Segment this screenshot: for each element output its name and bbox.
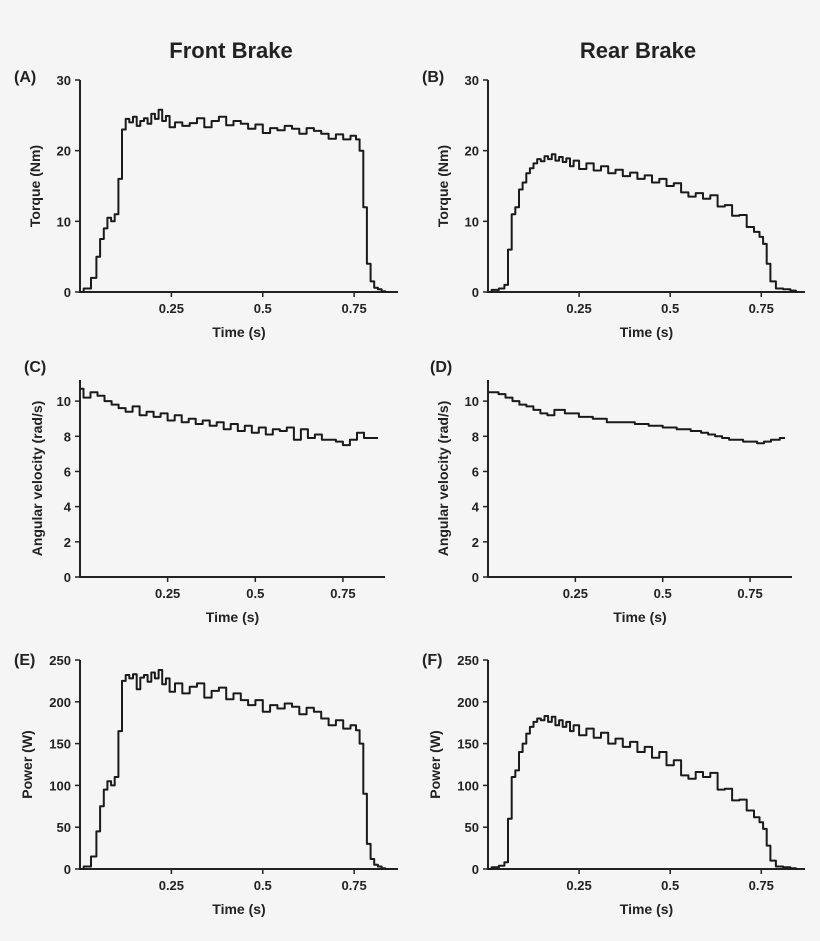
y-tick-label: 2 — [472, 535, 479, 550]
x-tick-label: 0.5 — [654, 586, 672, 601]
x-tick-label: 0.75 — [330, 586, 355, 601]
y-tick-label: 0 — [472, 570, 479, 585]
y-tick-label: 10 — [57, 214, 71, 229]
y-tick-label: 250 — [49, 653, 71, 668]
y-tick-label: 6 — [472, 464, 479, 479]
chart-panel-c: (C) 0 2 4 6 8 10 0.25 0.5 0.75 Time (s) Angular vel… — [24, 359, 385, 625]
x-tick-label: 0.25 — [155, 586, 180, 601]
chart-panel-b: (B) 0 10 20 30 0.25 0.5 0.75 Time (s) Torque (Nm) — [422, 69, 805, 340]
chart-panel-a: (A) 0 10 20 30 0.25 0.5 0.75 Time (s) Torque (Nm) — [14, 69, 398, 340]
y-axis-title: Angular velocity (rad/s) — [435, 401, 451, 557]
y-tick-label: 0 — [472, 285, 479, 300]
x-axis-title: Time (s) — [212, 901, 265, 917]
panel-label: (C) — [24, 359, 46, 376]
series-line — [80, 387, 378, 447]
y-tick-label: 0 — [472, 862, 479, 877]
panel-label: (F) — [422, 652, 442, 669]
y-tick-label: 0 — [64, 570, 71, 585]
x-tick-label: 0.75 — [341, 301, 366, 316]
y-tick-label: 200 — [49, 695, 71, 710]
y-tick-label: 50 — [465, 820, 479, 835]
panel-label: (D) — [430, 359, 452, 376]
y-tick-label: 100 — [457, 778, 479, 793]
x-tick-label: 0.25 — [566, 878, 591, 893]
x-axis-title: Time (s) — [206, 609, 259, 625]
y-tick-label: 0 — [64, 862, 71, 877]
panel-label: (B) — [422, 69, 444, 86]
y-tick-label: 20 — [465, 144, 479, 159]
y-tick-label: 4 — [472, 500, 480, 515]
x-tick-label: 0.25 — [159, 301, 184, 316]
column-title-rear-brake: Rear Brake — [579, 38, 697, 63]
x-tick-label: 0.75 — [737, 586, 762, 601]
y-tick-label: 50 — [57, 820, 71, 835]
y-tick-label: 10 — [465, 394, 479, 409]
chart-panel-e: (E) 0 50 100 150 200 250 0.25 0.5 0.75 Time (s) Pow… — [14, 652, 398, 917]
x-tick-label: 0.5 — [661, 878, 679, 893]
y-tick-label: 10 — [465, 214, 479, 229]
y-tick-label: 10 — [57, 394, 71, 409]
y-tick-label: 8 — [64, 429, 71, 444]
y-tick-label: 30 — [57, 73, 71, 88]
y-tick-label: 30 — [465, 73, 479, 88]
x-tick-label: 0.25 — [563, 586, 588, 601]
y-tick-label: 0 — [64, 285, 71, 300]
x-tick-label: 0.25 — [566, 301, 591, 316]
column-title-front-brake: Front Brake — [169, 38, 293, 63]
y-tick-label: 2 — [64, 535, 71, 550]
x-tick-label: 0.5 — [254, 878, 272, 893]
y-axis-title: Power (W) — [427, 730, 443, 798]
panel-label: (A) — [14, 69, 36, 86]
y-tick-label: 4 — [64, 500, 72, 515]
chart-panel-f: (F) 0 50 100 150 200 250 0.25 0.5 0.75 Time (s) Pow… — [422, 652, 805, 917]
y-tick-label: 200 — [457, 695, 479, 710]
y-axis-title: Torque (Nm) — [27, 145, 43, 227]
y-tick-label: 250 — [457, 653, 479, 668]
panel-label: (E) — [14, 652, 35, 669]
x-tick-label: 0.5 — [661, 301, 679, 316]
chart-panel-d: (D) 0 2 4 6 8 10 0.25 0.5 0.75 Time (s) Angular vel… — [430, 359, 792, 625]
y-tick-label: 8 — [472, 429, 479, 444]
x-tick-label: 0.75 — [341, 878, 366, 893]
y-tick-label: 150 — [457, 737, 479, 752]
y-tick-label: 6 — [64, 464, 71, 479]
x-tick-label: 0.75 — [749, 301, 774, 316]
series-line — [488, 391, 785, 445]
x-tick-label: 0.75 — [749, 878, 774, 893]
x-axis-title: Time (s) — [620, 324, 673, 340]
series-line — [80, 669, 391, 870]
y-axis-title: Power (W) — [19, 730, 35, 798]
y-axis-title: Torque (Nm) — [435, 145, 451, 227]
x-tick-label: 0.5 — [246, 586, 264, 601]
y-axis-title: Angular velocity (rad/s) — [29, 401, 45, 557]
x-tick-label: 0.25 — [159, 878, 184, 893]
x-axis-title: Time (s) — [613, 609, 666, 625]
x-tick-label: 0.5 — [254, 301, 272, 316]
y-tick-label: 100 — [49, 778, 71, 793]
y-tick-label: 150 — [49, 737, 71, 752]
series-line — [80, 108, 391, 293]
x-axis-title: Time (s) — [212, 324, 265, 340]
y-tick-label: 20 — [57, 144, 71, 159]
x-axis-title: Time (s) — [620, 901, 673, 917]
series-line — [488, 715, 798, 870]
series-line — [488, 153, 798, 293]
